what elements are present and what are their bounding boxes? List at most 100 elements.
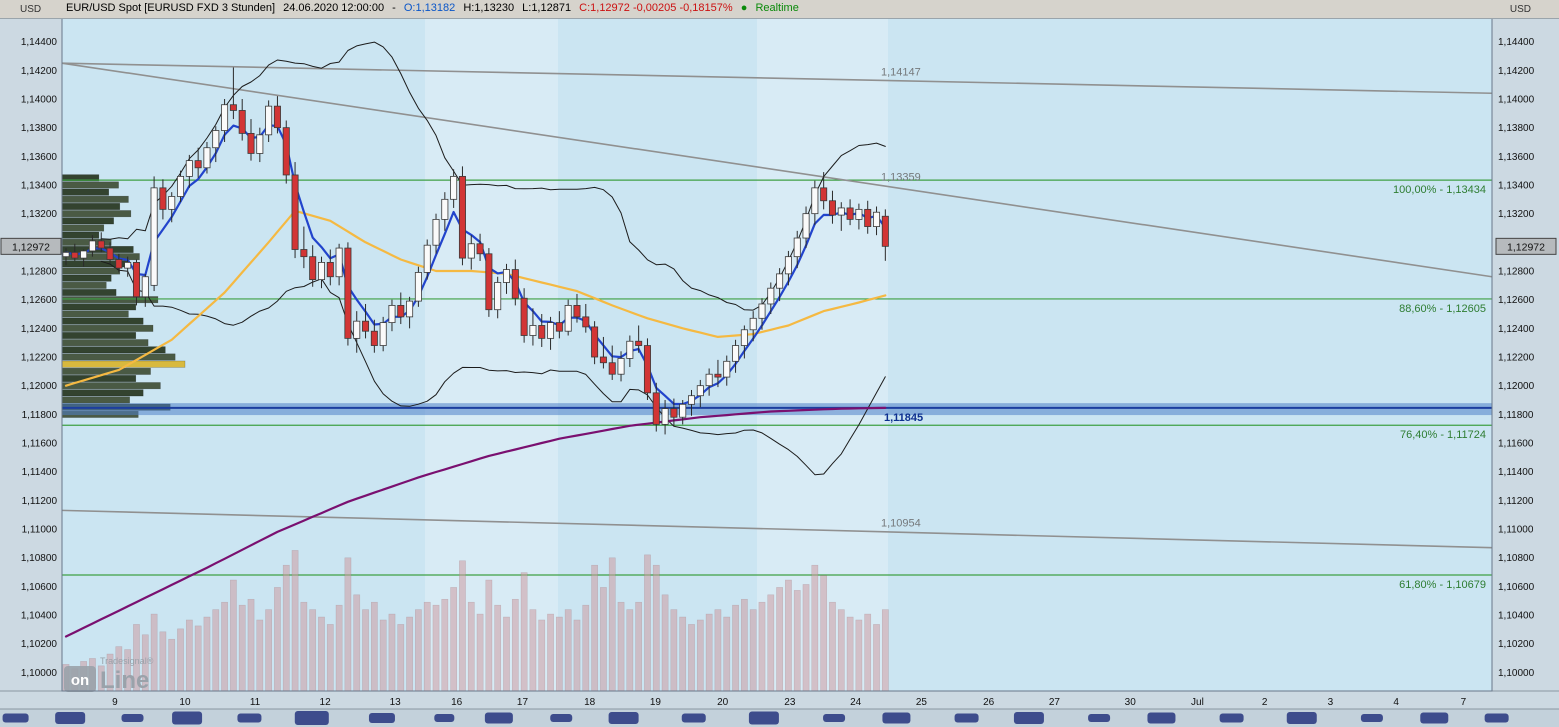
volume-bar: [265, 609, 272, 692]
candlestick: [458, 175, 466, 259]
price-tick-right: 1,10400: [1498, 611, 1535, 622]
trendline: [61, 62, 1493, 278]
volume-bar: [864, 613, 872, 692]
volume-bar: [494, 604, 502, 692]
trendline-label: 1,14147: [881, 66, 921, 78]
price-axis-left[interactable]: [0, 18, 62, 691]
volume-bar: [696, 619, 704, 692]
candlestick: [450, 175, 458, 200]
volume-bar: [723, 616, 731, 692]
candlestick: [80, 250, 88, 259]
volume-bar: [626, 609, 634, 692]
volume-profile-bar: [61, 310, 129, 318]
candlestick: [124, 262, 132, 269]
volume-bar: [274, 587, 281, 692]
price-tick-left: 1,13800: [21, 123, 58, 134]
candlestick: [397, 305, 405, 318]
volume-bar: [230, 579, 237, 692]
time-tick-label: 27: [1049, 697, 1061, 708]
volume-bar: [485, 579, 493, 692]
volume-bar: [432, 604, 440, 692]
chart-navigator[interactable]: [0, 709, 1559, 727]
volume-profile-bar: [61, 339, 149, 347]
candlestick: [661, 408, 669, 425]
candlestick: [802, 213, 810, 239]
candlestick: [494, 282, 502, 311]
volume-bar: [644, 554, 651, 692]
price-tick-right: 1,12400: [1498, 324, 1535, 335]
candlestick: [414, 272, 422, 302]
candlestick: [432, 218, 440, 246]
volume-bar: [309, 609, 317, 692]
navigator-blob: [1013, 712, 1044, 724]
volume-bar: [758, 601, 766, 692]
close-change-value: C:1,12972 -0,00205 -0,18157%: [579, 2, 733, 14]
navigator-blob: [1286, 712, 1317, 724]
current-price-text: 1,12972: [1507, 241, 1545, 253]
volume-bar: [564, 609, 572, 692]
volume-profile-bar: [61, 195, 129, 203]
candlestick: [362, 320, 370, 332]
navigator-blob: [748, 711, 779, 725]
price-tick-left: 1,10200: [21, 639, 58, 650]
time-axis-strip: [0, 691, 1559, 709]
time-axis[interactable]: [0, 691, 1559, 709]
price-tick-right: 1,11200: [1498, 496, 1534, 507]
volume-profile-bar: [61, 224, 105, 232]
open-value: O:1,13182: [403, 2, 456, 14]
volume-bar: [820, 575, 828, 692]
volume-bar: [635, 601, 642, 692]
volume-bar: [450, 587, 457, 692]
price-tick-right: 1,10200: [1498, 639, 1535, 650]
time-tick-label: 11: [250, 697, 261, 708]
watermark-brand: Tradesignal®: [100, 656, 154, 666]
navigator-blob: [550, 714, 573, 722]
volume-bar: [247, 598, 255, 692]
price-axis-unit-right: USD: [1509, 4, 1531, 15]
candlestick: [679, 403, 687, 418]
candlestick: [256, 134, 264, 154]
volume-bar: [749, 609, 757, 692]
candlestick: [247, 132, 255, 154]
price-tick-right: 1,12200: [1498, 353, 1535, 364]
time-tick-label: 25: [916, 697, 928, 708]
price-tick-left: 1,12600: [21, 295, 58, 306]
price-tick-left: 1,10600: [21, 582, 58, 593]
day-shade-band: [425, 18, 558, 691]
candlestick: [238, 110, 246, 134]
navigator-blob: [1420, 712, 1449, 724]
candlestick: [635, 340, 643, 346]
price-tick-left: 1,14200: [21, 66, 58, 77]
time-tick-label: 7: [1461, 697, 1467, 708]
volume-bar: [829, 601, 836, 692]
candlestick: [115, 259, 123, 269]
volume-bar: [785, 579, 792, 692]
time-tick-label: 26: [983, 697, 995, 708]
volume-bar: [556, 616, 563, 692]
fibonacci-label: 100,00% - 1,13434: [1393, 184, 1486, 196]
volume-bar: [732, 604, 739, 692]
navigator-blob: [294, 711, 329, 725]
price-tick-right: 1,13200: [1498, 209, 1535, 220]
volume-bar: [600, 587, 607, 692]
volume-bar: [212, 609, 220, 692]
candlestick: [828, 200, 836, 216]
candlestick: [291, 174, 299, 250]
time-tick-label: 18: [584, 697, 596, 708]
candlestick: [88, 240, 96, 252]
volume-bar: [397, 624, 405, 692]
volume-profile-bar: [61, 281, 107, 289]
price-axis-right[interactable]: [1492, 18, 1559, 691]
candlestick: [467, 243, 475, 259]
volume-profile-bar: [61, 181, 119, 189]
plot-background: [62, 18, 1492, 691]
candlestick: [265, 105, 273, 136]
navigator-blob: [2, 713, 29, 723]
price-tick-left: 1,11200: [22, 496, 58, 507]
candlestick: [608, 362, 616, 375]
volume-bar: [379, 619, 387, 692]
volume-bar: [670, 609, 678, 692]
candlestick: [723, 360, 731, 378]
